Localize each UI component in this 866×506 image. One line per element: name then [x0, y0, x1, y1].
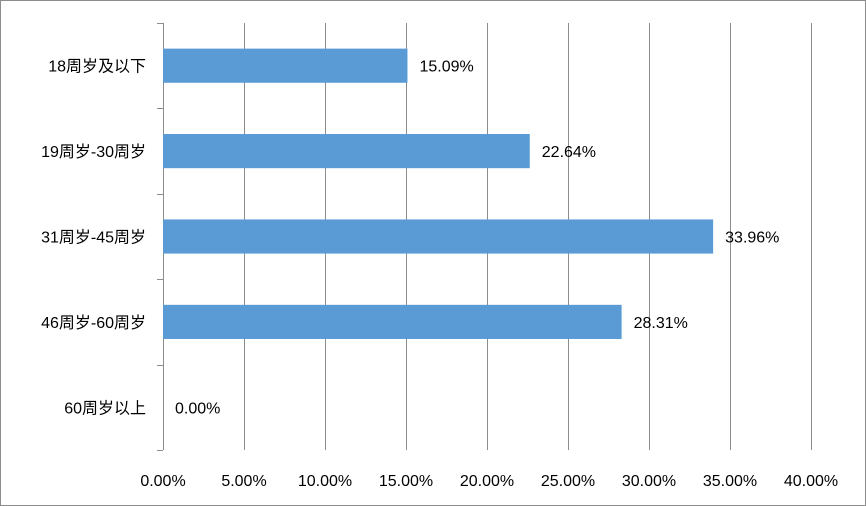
- data-label: 22.64%: [542, 144, 596, 161]
- x-tick-label: 20.00%: [460, 473, 514, 490]
- data-label: 15.09%: [419, 59, 473, 76]
- bar: [163, 219, 714, 254]
- category-label: 46周岁-60周岁: [41, 314, 146, 332]
- bar: [163, 134, 530, 169]
- category-label: 31周岁-45周岁: [41, 229, 146, 247]
- x-tick-label: 0.00%: [140, 473, 185, 490]
- data-label: 33.96%: [725, 230, 779, 247]
- category-label: 18周岁及以下: [48, 58, 146, 76]
- x-tick-label: 40.00%: [784, 473, 838, 490]
- data-label: 0.00%: [175, 400, 220, 417]
- x-tick-label: 15.00%: [379, 473, 433, 490]
- x-tick-label: 25.00%: [541, 473, 595, 490]
- bar: [163, 304, 622, 339]
- category-label: 60周岁以上: [64, 399, 146, 417]
- bar: [163, 48, 408, 83]
- x-tick-label: 30.00%: [622, 473, 676, 490]
- x-tick-label: 10.00%: [298, 473, 352, 490]
- category-label: 19周岁-30周岁: [41, 143, 146, 161]
- x-tick-label: 35.00%: [703, 473, 757, 490]
- x-tick-label: 5.00%: [221, 473, 266, 490]
- data-label: 28.31%: [634, 315, 688, 332]
